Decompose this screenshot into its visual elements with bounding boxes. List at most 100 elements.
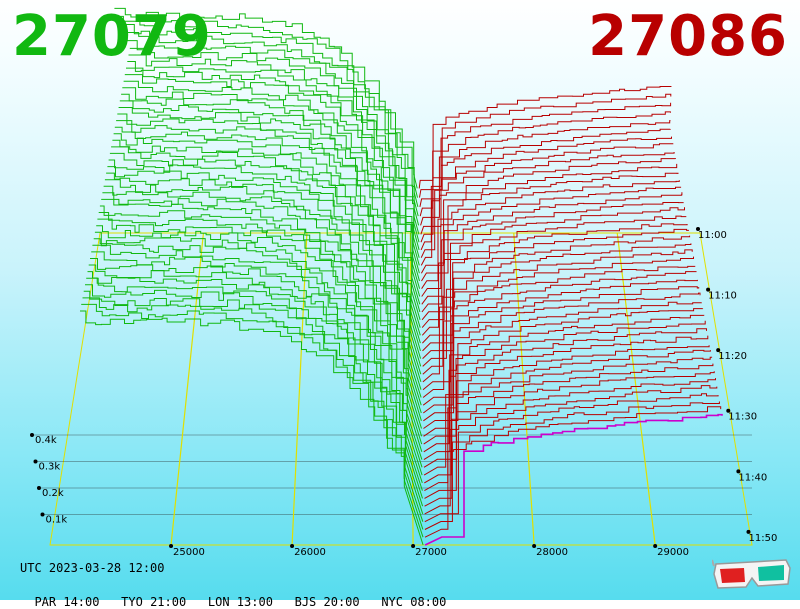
bid-depth-layer xyxy=(124,74,420,266)
time-axis: 11:00 11:10 11:20 11:30 11:40 11:50 xyxy=(696,227,777,544)
clock-nyc: NYC 08:00 xyxy=(381,595,447,609)
ask-depth-layer xyxy=(422,286,700,406)
ask-depth-layer xyxy=(420,128,671,235)
bid-depth-layer xyxy=(98,212,422,429)
bid-depth-layer xyxy=(101,198,422,414)
bid-depth-layer xyxy=(86,277,424,507)
ask-depth-layer xyxy=(424,393,719,523)
ask-depth-layer xyxy=(423,292,701,414)
ask-depth-layer xyxy=(420,136,672,243)
price-tick-label: 28000 xyxy=(536,547,568,558)
time-tick-label: 11:00 xyxy=(698,230,727,241)
ask-depth-layer xyxy=(423,335,709,461)
ask-depth-layer xyxy=(421,172,679,282)
depth-tick-mark xyxy=(30,433,34,437)
bid-depth-layer xyxy=(97,218,423,437)
ask-depth-layer xyxy=(423,328,707,453)
bid-depth-layer xyxy=(80,310,424,546)
bid-depth-layer xyxy=(90,258,423,484)
depth-tick-label: 0.1k xyxy=(46,515,68,526)
depth-tick-mark xyxy=(37,486,41,490)
clock-tyo: TYO 21:00 xyxy=(121,595,187,609)
bid-depth-layer xyxy=(93,238,423,460)
bid-depth-layer xyxy=(102,192,422,406)
ask-depth-layer xyxy=(422,279,698,398)
time-tick-label: 11:40 xyxy=(738,472,767,483)
ask-depth-layer xyxy=(421,207,685,321)
ask-depth-layer xyxy=(422,235,691,352)
ask-depth-layer xyxy=(421,215,687,328)
ask-depth-layer xyxy=(420,120,671,226)
bid-depth-layer xyxy=(92,244,423,468)
bid-depth-layer xyxy=(91,251,423,476)
depth-tick-mark xyxy=(40,512,45,517)
bid-depth-layer xyxy=(82,297,424,530)
bid-depth-layer xyxy=(85,284,424,515)
ask-depth-layer xyxy=(422,243,692,359)
ask-depth-layer xyxy=(421,186,682,297)
price-tick-mark xyxy=(169,544,174,548)
depth-tick-mark xyxy=(33,459,38,464)
ask-depth-layer xyxy=(424,356,713,484)
bid-depth-layer xyxy=(99,205,422,421)
price-tick-label: 29000 xyxy=(657,547,689,558)
time-tick-mark xyxy=(746,529,751,534)
ask-depth-layer xyxy=(419,102,672,208)
bid-depth-layer xyxy=(111,146,421,352)
bid-depth-layer xyxy=(120,24,419,208)
time-tick-mark xyxy=(696,227,700,231)
ask-depth-layer xyxy=(420,143,674,251)
time-tick-label: 11:50 xyxy=(748,533,777,544)
ask-depth-layer xyxy=(424,378,716,507)
bid-depth-layer xyxy=(114,126,421,328)
price-gridline xyxy=(291,232,308,546)
time-tick-mark xyxy=(716,348,721,353)
ask-depth-layer xyxy=(424,406,722,538)
ask-depth-layer xyxy=(423,308,704,429)
bid-depth-layer xyxy=(127,40,420,226)
time-tick-label: 11:10 xyxy=(708,291,737,302)
ask-depth-layer xyxy=(424,363,714,492)
price-gridline xyxy=(513,232,535,546)
time-tick-mark xyxy=(736,469,741,474)
ask-depth-layer xyxy=(420,163,678,274)
ask-depth-layer xyxy=(420,152,675,258)
price-tick-label: 25000 xyxy=(173,547,205,558)
ask-price: 27086 xyxy=(588,4,788,69)
bid-depth-layer xyxy=(121,93,421,289)
price-gridline xyxy=(170,232,205,546)
ask-depth-layer xyxy=(421,192,683,305)
ask-depth-layer xyxy=(424,401,720,530)
bid-depth-layer xyxy=(116,120,421,320)
ask-depth-layer xyxy=(418,86,672,189)
ask-depth-layer xyxy=(422,265,696,383)
ask-depth-layer xyxy=(423,345,710,468)
3d-glasses-icon[interactable] xyxy=(712,556,792,592)
clock-lon: LON 13:00 xyxy=(207,595,273,609)
price-tick-mark xyxy=(532,544,537,548)
chart-floor xyxy=(49,232,753,546)
bid-depth-layer xyxy=(103,185,422,398)
ask-depth-layer xyxy=(424,413,723,546)
ask-depth-layer xyxy=(424,371,715,499)
bid-depth-layer xyxy=(126,67,420,258)
world-clocks: PAR 14:00 TYO 21:00 LON 13:00 BJS 20:00 … xyxy=(20,581,446,609)
ask-depth-layer xyxy=(424,385,718,515)
ask-depth-layer xyxy=(419,111,671,217)
price-tick-mark xyxy=(653,544,658,548)
bid-depth-layer xyxy=(88,264,423,491)
price-tick-label: 27000 xyxy=(415,547,447,558)
price-tick-label: 26000 xyxy=(294,547,326,558)
bid-depth-layer xyxy=(104,179,422,390)
price-tick-mark xyxy=(411,544,416,548)
ask-depth-layer xyxy=(423,320,706,445)
bid-depth-layer xyxy=(118,107,421,305)
ask-depth-layer xyxy=(423,301,702,422)
ask-depth-layer xyxy=(422,249,693,367)
depth-tick-label: 0.2k xyxy=(42,488,64,499)
ask-depth-layer xyxy=(421,223,688,336)
ask-depth-layer xyxy=(420,158,676,266)
bid-depth-layer xyxy=(127,61,420,251)
bid-depth-layer xyxy=(81,303,424,538)
